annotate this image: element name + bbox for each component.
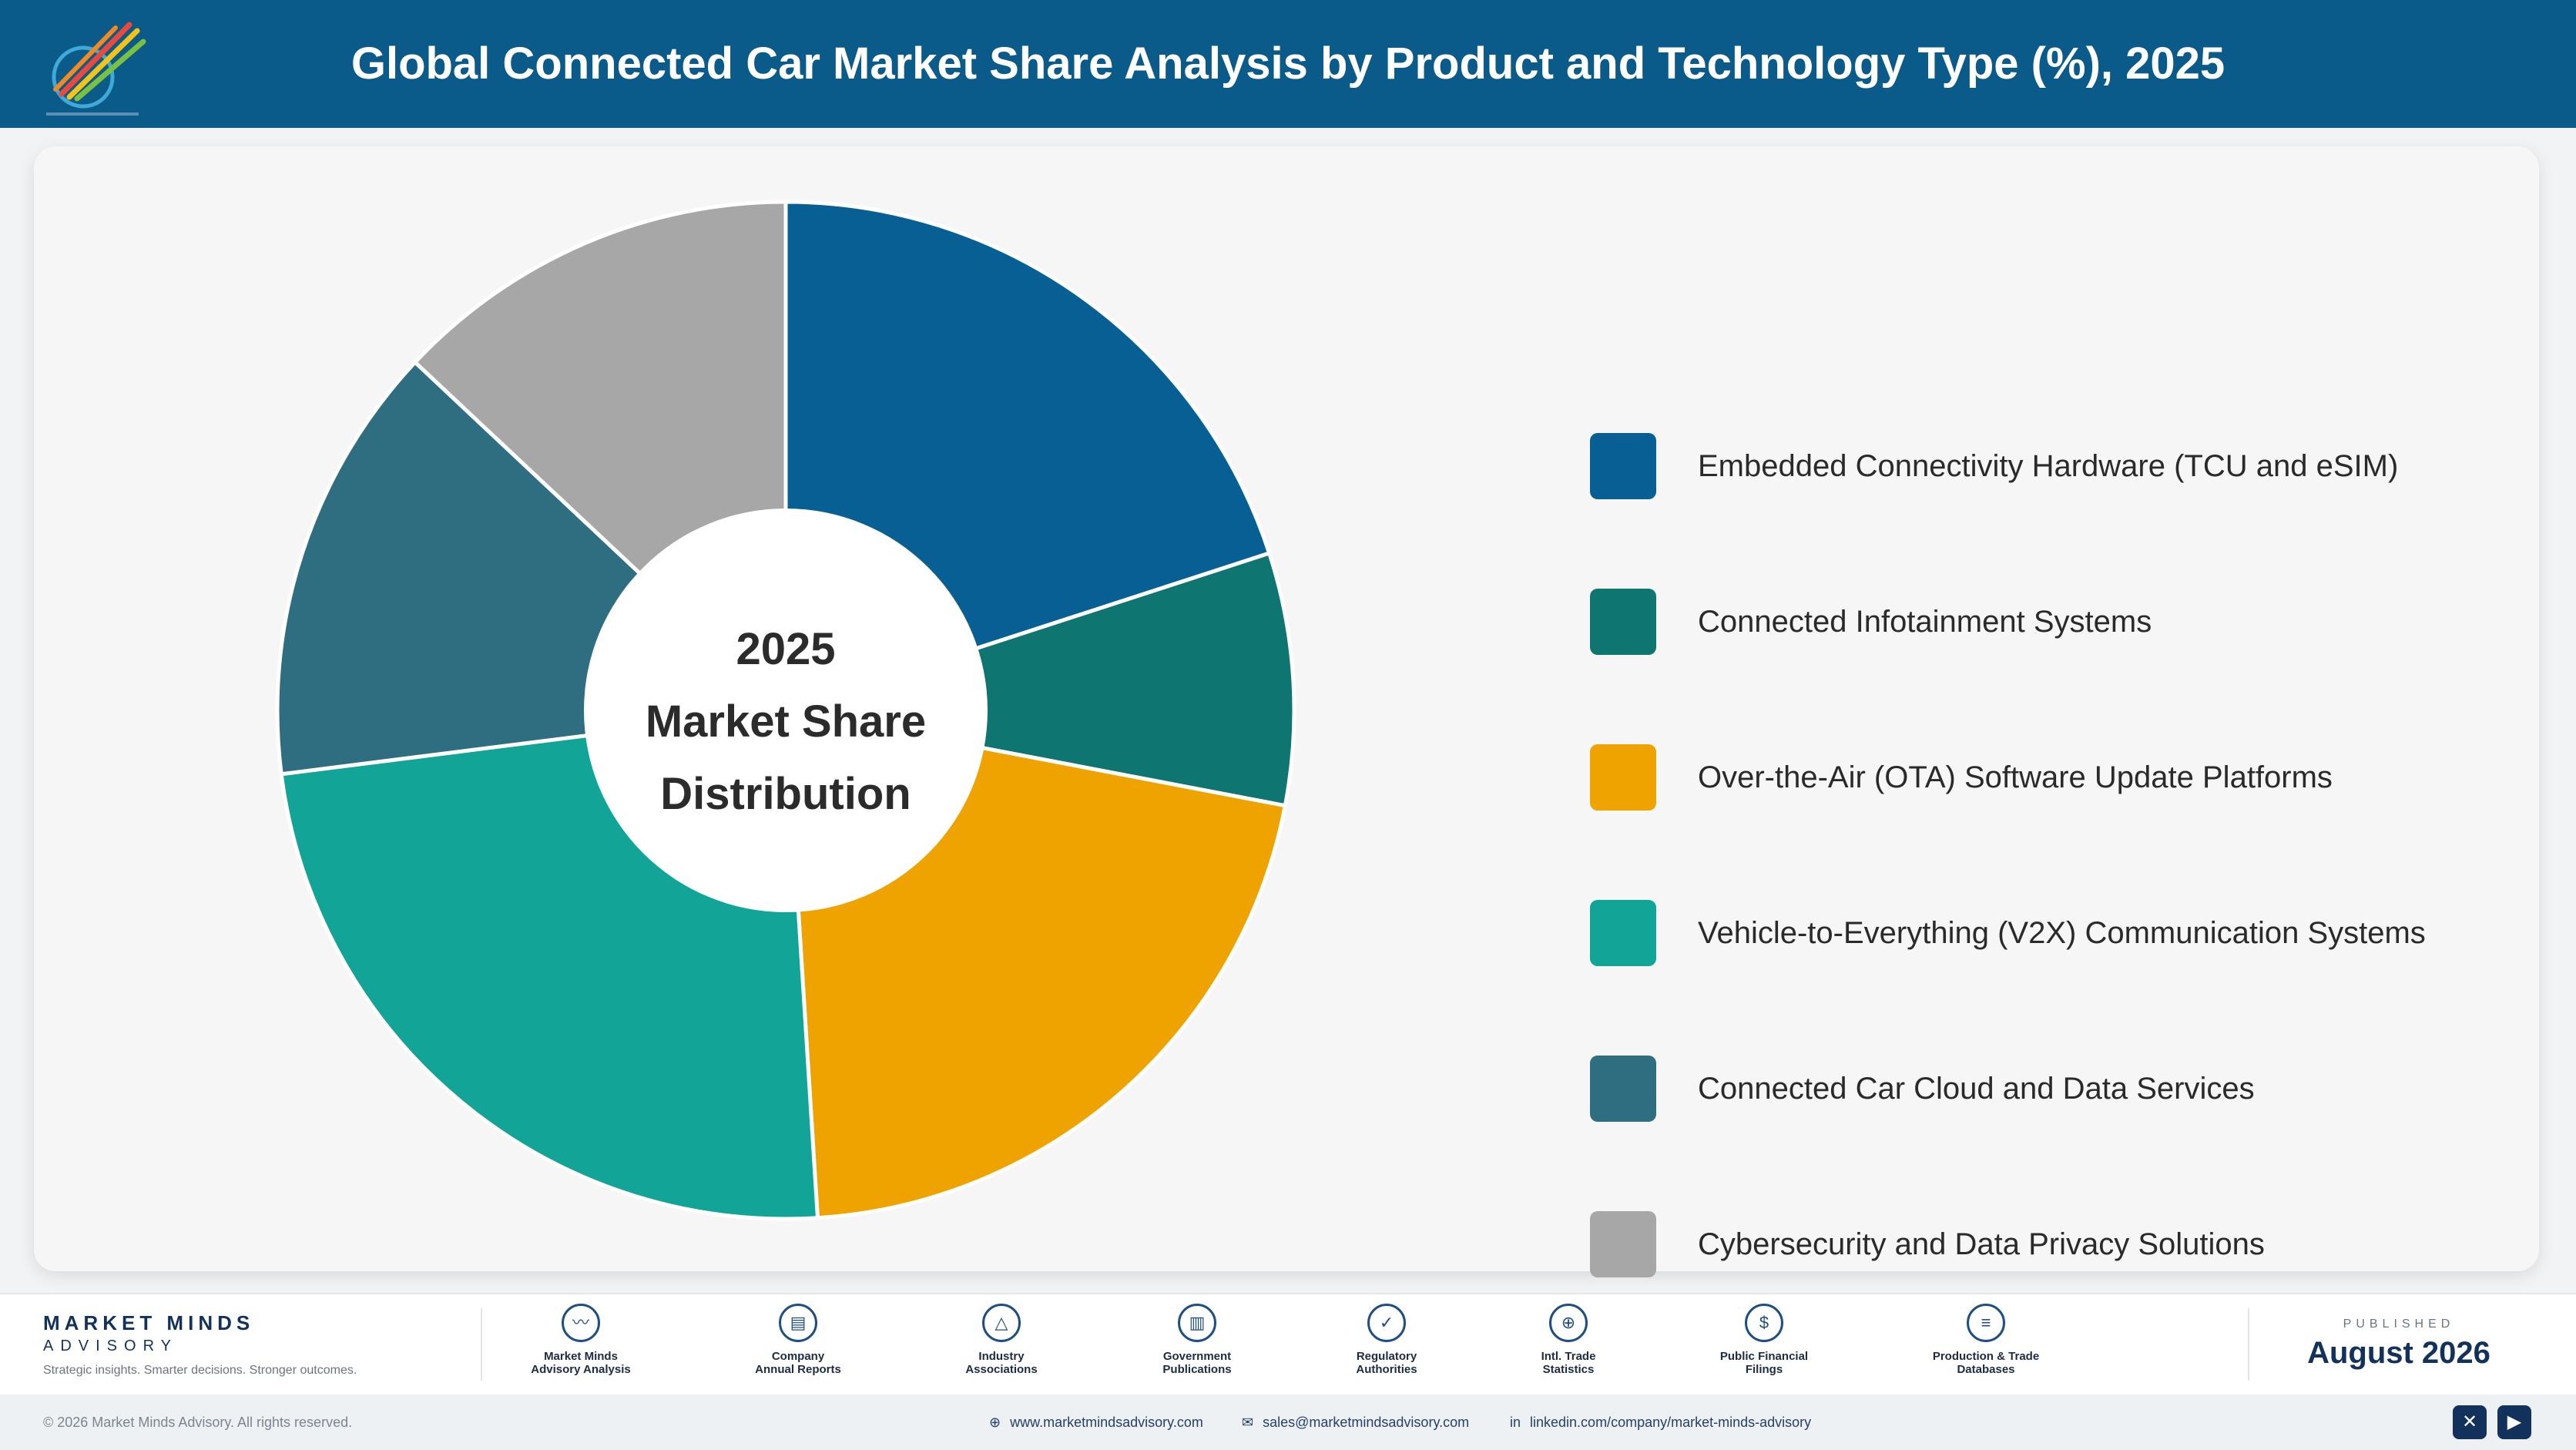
source-item: ▥ Government Publications [1109, 1304, 1286, 1376]
legend-item: Connected Car Cloud and Data Services [1590, 1056, 2561, 1122]
source-item: $ Public Financial Filings [1675, 1304, 1853, 1376]
source-item: 〰 Market Minds Advisory Analysis [492, 1304, 669, 1376]
database-icon: ≡ [1967, 1304, 2005, 1342]
globe-icon: ⊕ [1549, 1304, 1588, 1342]
donut-hole [584, 509, 988, 912]
chart-card: 2025 Market Share Distribution Embedded Co… [34, 146, 2539, 1277]
source-item: △ Industry Associations [913, 1304, 1090, 1376]
legend-swatch [1590, 1211, 1656, 1277]
brand-name: MARKET MINDS [43, 1311, 255, 1334]
legend-label: Cybersecurity and Data Privacy Solutions [1698, 1227, 2265, 1261]
center-label-line: Distribution [660, 769, 911, 819]
email-link[interactable]: ✉ sales@marketmindsadvisory.com [1242, 1415, 1469, 1431]
published-date: August 2026 [2307, 1336, 2490, 1370]
legend-item: Vehicle-to-Everything (V2X) Communicatio… [1590, 900, 2561, 966]
mail-icon: ✉ [1242, 1415, 1254, 1430]
legend-label: Vehicle-to-Everything (V2X) Communicatio… [1698, 916, 2426, 950]
source-label: Regulatory Authorities [1356, 1350, 1417, 1376]
legend-swatch [1590, 744, 1656, 811]
legend-label: Connected Car Cloud and Data Services [1698, 1072, 2255, 1106]
youtube-icon[interactable]: ▶ [2497, 1405, 2531, 1439]
legend-label: Embedded Connectivity Hardware (TCU and … [1698, 449, 2399, 483]
bottom-bar: © 2026 Market Minds Advisory. All rights… [0, 1395, 2576, 1450]
company-logo [46, 22, 146, 116]
source-item: ⊕ Intl. Trade Statistics [1480, 1304, 1657, 1376]
legend-item: Over-the-Air (OTA) Software Update Platf… [1590, 744, 2561, 811]
pie-chart: 2025 Market Share Distribution [275, 200, 1296, 1221]
source-label: Production & Trade Databases [1932, 1350, 2040, 1376]
source-label: Market Minds Advisory Analysis [531, 1350, 631, 1376]
legend-item: Embedded Connectivity Hardware (TCU and … [1590, 433, 2561, 499]
email-text: sales@marketmindsadvisory.com [1263, 1415, 1470, 1430]
source-label: Industry Associations [965, 1350, 1038, 1376]
legend-swatch [1590, 1056, 1656, 1122]
footer: MARKET MINDS ADVISORY Strategic insights… [0, 1293, 2576, 1395]
legend-swatch [1590, 900, 1656, 966]
source-item: ≡ Production & Trade Databases [1897, 1304, 2075, 1376]
document-icon: ▤ [779, 1304, 817, 1342]
divider [2248, 1308, 2249, 1381]
source-label: Public Financial Filings [1719, 1350, 1809, 1376]
shield-icon: ✓ [1367, 1304, 1406, 1342]
globe-icon: ⊕ [989, 1415, 1001, 1430]
legend-swatch [1590, 433, 1656, 499]
source-item: ✓ Regulatory Authorities [1298, 1304, 1475, 1376]
center-label-line: 2025 [736, 624, 835, 674]
header-bar: Global Connected Car Market Share Analys… [0, 0, 2576, 128]
linkedin-link[interactable]: in linkedin.com/company/market-minds-advi… [1510, 1415, 1811, 1431]
website-link[interactable]: ⊕ www.marketmindsadvisory.com [989, 1415, 1203, 1431]
pie-slice [785, 550, 1296, 808]
source-item: ▤ Company Annual Reports [709, 1304, 887, 1376]
website-text: www.marketmindsadvisory.com [1010, 1415, 1203, 1430]
chart-line-icon: 〰 [562, 1304, 600, 1342]
page-title: Global Connected Car Market Share Analys… [351, 39, 2225, 89]
legend-swatch [1590, 589, 1656, 655]
divider [481, 1308, 482, 1381]
dollar-icon: $ [1745, 1304, 1783, 1342]
center-label-line: Market Share [646, 696, 926, 747]
building-icon: ▥ [1178, 1304, 1216, 1342]
linkedin-icon: in [1510, 1415, 1521, 1430]
brand-subtitle: ADVISORY [43, 1338, 178, 1354]
legend-item: Cybersecurity and Data Privacy Solutions [1590, 1211, 2561, 1277]
published-label: PUBLISHED [2343, 1317, 2455, 1331]
source-label: Intl. Trade Statistics [1541, 1350, 1596, 1376]
copyright-text: © 2026 Market Minds Advisory. All rights… [43, 1415, 353, 1430]
brand-tagline: Strategic insights. Smarter decisions. S… [43, 1364, 357, 1377]
legend-label: Over-the-Air (OTA) Software Update Platf… [1698, 760, 2333, 794]
source-label: Company Annual Reports [755, 1350, 841, 1376]
legend-item: Connected Infotainment Systems [1590, 589, 2561, 655]
source-label: Government Publications [1162, 1350, 1232, 1376]
x-icon[interactable]: ✕ [2453, 1405, 2487, 1439]
network-icon: △ [982, 1304, 1021, 1342]
linkedin-text: linkedin.com/company/market-minds-adviso… [1530, 1415, 1812, 1430]
legend-label: Connected Infotainment Systems [1698, 605, 2152, 639]
